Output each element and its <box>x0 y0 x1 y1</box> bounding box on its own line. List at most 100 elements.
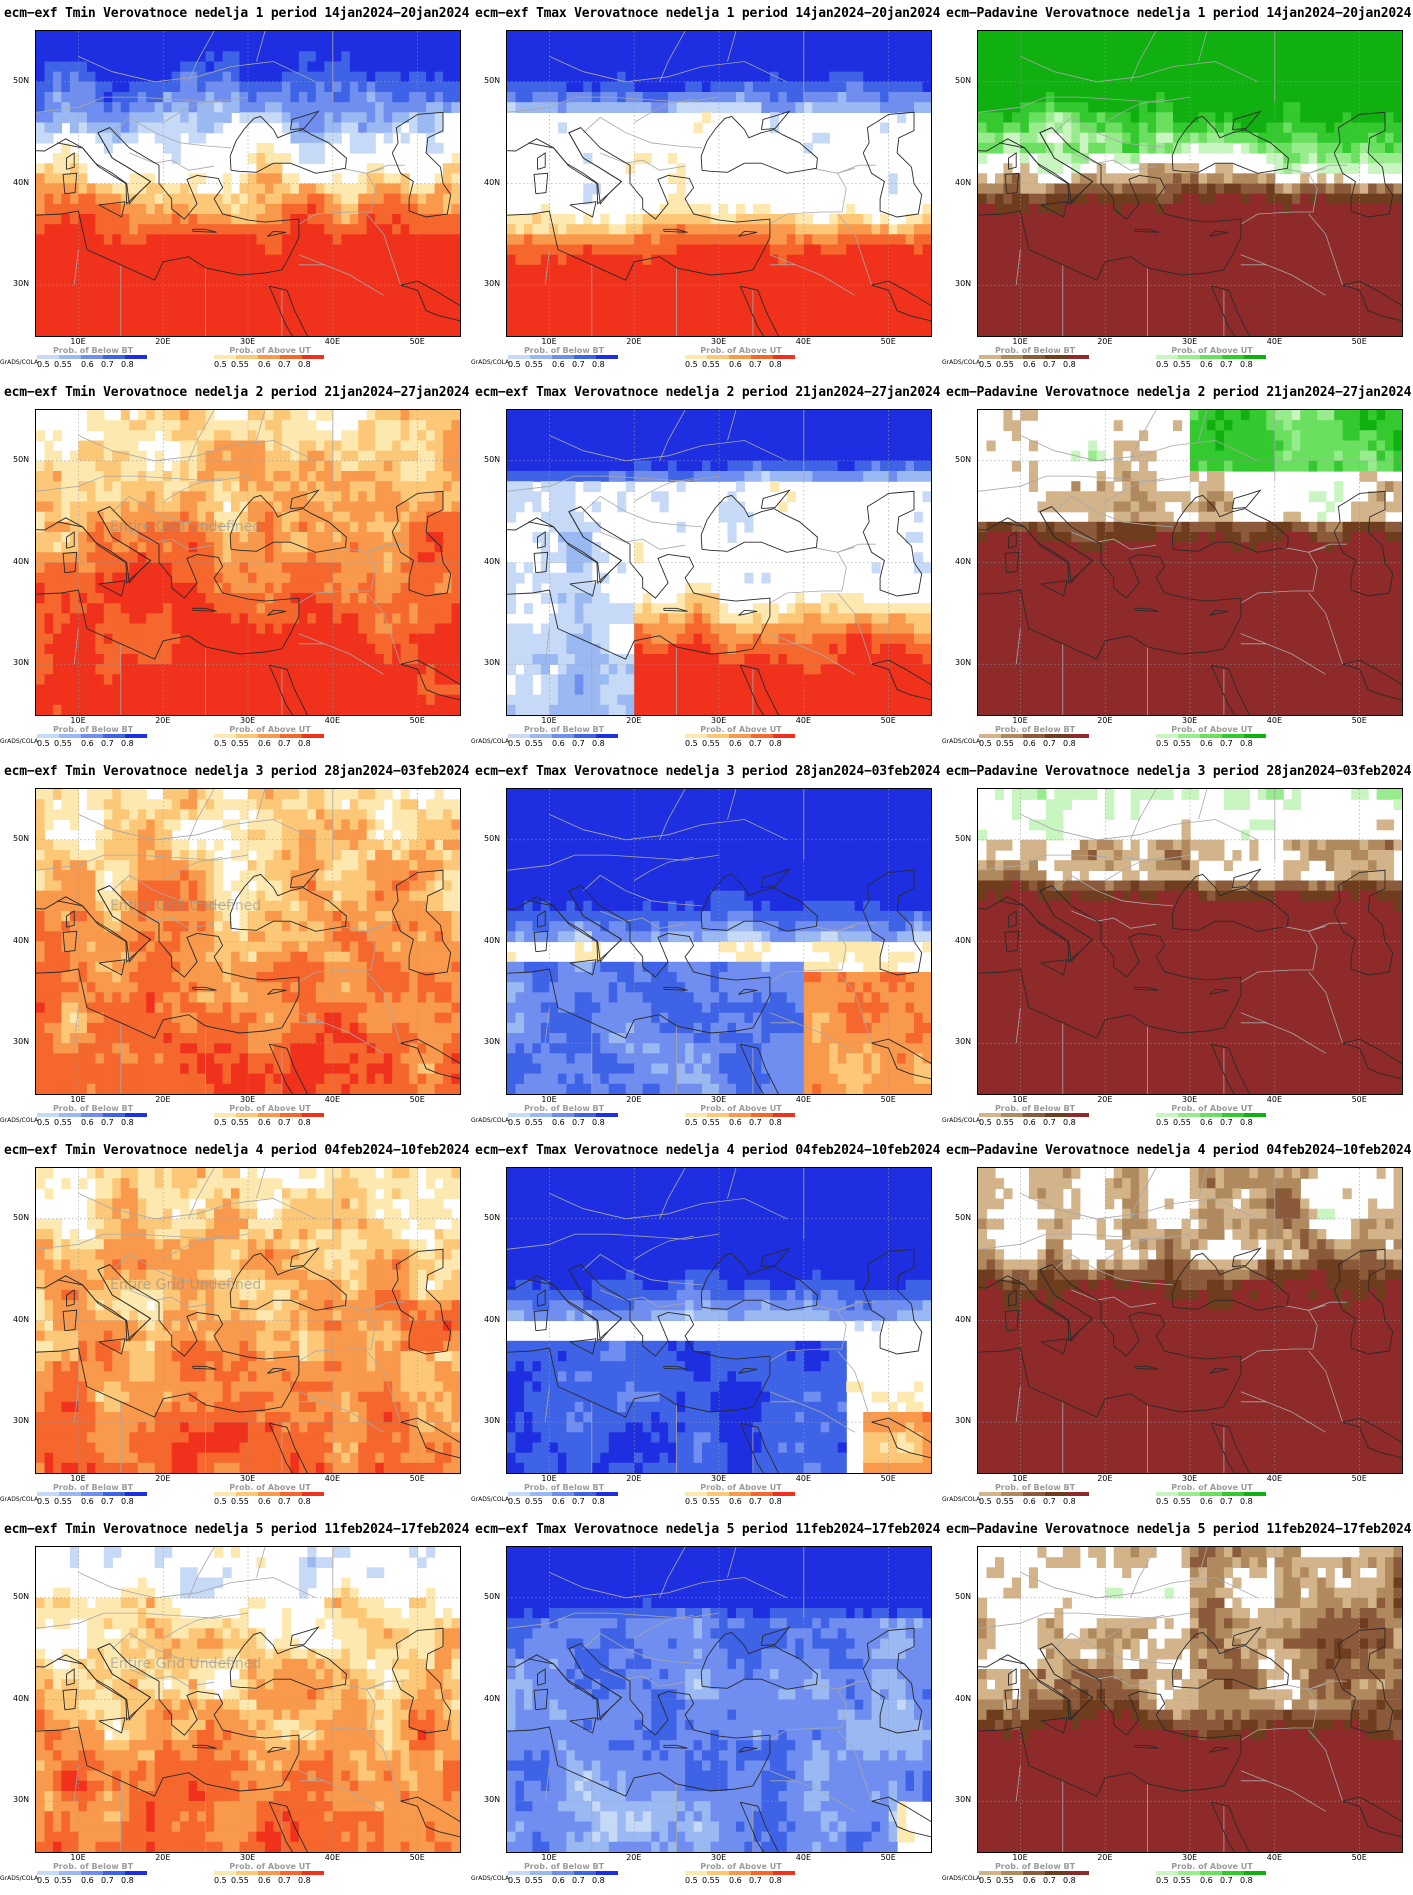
probability-cell <box>532 61 542 73</box>
probability-cell <box>617 254 627 266</box>
legend-tick: 0.8 <box>769 360 782 369</box>
probability-cell <box>95 410 105 421</box>
probability-cell <box>205 61 215 73</box>
probability-cell <box>383 244 393 256</box>
probability-cell <box>341 214 351 225</box>
probability-cell <box>549 275 559 286</box>
probability-cell <box>281 51 291 63</box>
probability-cell <box>651 254 661 266</box>
probability-cell <box>1105 224 1115 235</box>
probability-cell <box>239 325 249 336</box>
probability-cell <box>1274 51 1284 63</box>
probability-cell <box>281 450 291 462</box>
probability-cell <box>1300 61 1310 73</box>
probability-cell <box>256 315 266 327</box>
probability-cell <box>608 254 618 266</box>
probability-cell <box>1139 234 1149 246</box>
probability-cell <box>61 102 71 113</box>
probability-cell <box>324 264 334 276</box>
probability-cell <box>61 203 71 215</box>
probability-cell <box>265 315 275 327</box>
probability-cell <box>197 214 207 225</box>
probability-cell <box>1003 234 1013 246</box>
probability-cell <box>324 511 334 523</box>
probability-cell <box>897 61 907 73</box>
probability-cell <box>409 603 419 614</box>
probability-cell <box>231 81 241 93</box>
probability-cell <box>1300 132 1310 144</box>
probability-cell <box>1113 41 1123 52</box>
probability-cell <box>69 224 79 235</box>
probability-cell <box>443 315 453 327</box>
probability-cell <box>214 193 224 205</box>
probability-cell <box>1198 305 1208 317</box>
probability-cell <box>1300 295 1310 307</box>
probability-cell <box>36 51 46 63</box>
probability-cell <box>922 264 931 276</box>
legend-tick: 0.8 <box>298 360 311 369</box>
probability-cell <box>53 264 63 276</box>
probability-cell <box>600 41 610 52</box>
probability-cell <box>1325 183 1335 195</box>
probability-cell <box>146 562 156 574</box>
probability-cell <box>120 491 130 503</box>
probability-cell <box>1291 183 1301 195</box>
probability-cell <box>205 450 215 462</box>
probability-cell <box>366 31 376 42</box>
probability-cell <box>625 81 635 93</box>
probability-cell <box>129 440 139 452</box>
probability-cell <box>231 552 241 564</box>
probability-cell <box>188 511 198 523</box>
probability-cell <box>197 132 207 144</box>
probability-cell <box>693 254 703 266</box>
probability-cell <box>557 305 567 317</box>
probability-cell <box>1105 305 1115 317</box>
probability-cell <box>214 582 224 594</box>
probability-cell <box>315 224 325 235</box>
probability-cell <box>854 264 864 276</box>
probability-cell <box>1190 102 1200 113</box>
probability-cell <box>400 203 410 215</box>
probability-cell <box>248 41 258 52</box>
probability-cell <box>180 315 190 327</box>
probability-cell <box>1122 305 1132 317</box>
probability-cell <box>95 203 105 215</box>
probability-cell <box>341 430 351 442</box>
probability-cell <box>778 41 788 52</box>
probability-cell <box>1266 214 1276 225</box>
probability-cell <box>1173 132 1183 144</box>
probability-cell <box>171 264 181 276</box>
probability-cell <box>358 542 368 553</box>
probability-cell <box>332 325 342 336</box>
probability-cell <box>1062 325 1072 336</box>
latitude-label: 50N <box>484 76 500 85</box>
probability-cell <box>163 481 173 492</box>
probability-cell <box>273 112 283 124</box>
probability-cell <box>417 440 427 452</box>
probability-cell <box>231 61 241 73</box>
probability-cell <box>265 511 275 523</box>
probability-cell <box>566 264 576 276</box>
probability-cell <box>744 102 754 113</box>
probability-cell <box>248 234 258 246</box>
probability-cell <box>341 92 351 103</box>
probability-cell <box>443 440 453 452</box>
probability-cell <box>693 61 703 73</box>
probability-cell <box>265 173 275 185</box>
probability-cell <box>1317 132 1327 144</box>
probability-cell <box>231 203 241 215</box>
legend-swatch <box>1222 355 1244 359</box>
probability-cell <box>256 440 266 452</box>
probability-cell <box>1283 92 1293 103</box>
legend-swatch <box>81 355 103 359</box>
probability-cell <box>1028 71 1038 83</box>
probability-cell <box>1215 254 1225 266</box>
probability-cell <box>248 582 258 594</box>
probability-cell <box>978 214 988 225</box>
probability-cell <box>1368 92 1378 103</box>
probability-cell <box>248 430 258 442</box>
probability-cell <box>1164 295 1174 307</box>
probability-cell <box>1359 224 1369 235</box>
probability-cell <box>978 244 988 256</box>
probability-cell <box>736 234 746 246</box>
